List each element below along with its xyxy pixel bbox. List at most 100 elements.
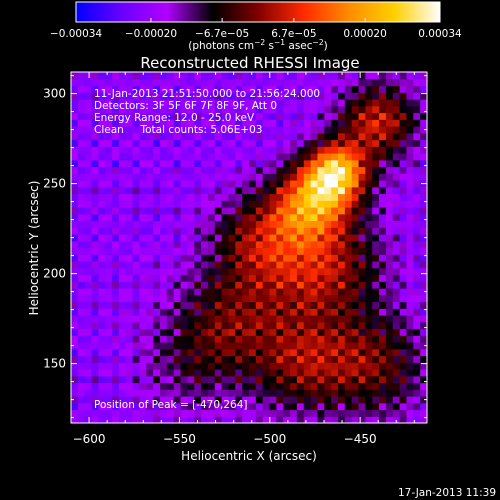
heatmap-cell [296, 92, 305, 100]
heatmap-cell [290, 308, 298, 316]
heatmap-cell [221, 402, 230, 411]
heatmap-cell [132, 281, 141, 289]
heatmap-cell [207, 92, 216, 100]
heatmap-cell [392, 328, 401, 336]
heatmap-cell [84, 342, 93, 350]
heatmap-cell [214, 308, 223, 316]
heatmap-cell [180, 213, 188, 222]
heatmap-cell [139, 315, 147, 323]
heatmap-cell [290, 153, 298, 161]
heatmap-cell [338, 389, 346, 397]
heatmap-cell [276, 180, 284, 188]
heatmap-cell [358, 105, 366, 114]
heatmap-cell [338, 308, 346, 316]
heatmap-cell [420, 213, 427, 222]
heatmap-cell [249, 99, 257, 107]
heatmap-cell [77, 153, 86, 161]
heatmap-cell [139, 166, 147, 174]
heatmap-cell [146, 99, 154, 107]
heatmap-cell [420, 92, 427, 100]
heatmap-cell [91, 382, 99, 390]
heatmap-cell [160, 267, 168, 276]
heatmap-cell [146, 105, 154, 114]
heatmap-cell [303, 389, 312, 397]
heatmap-cell [262, 193, 271, 201]
heatmap-cell [105, 234, 113, 242]
heatmap-cell [71, 159, 79, 168]
heatmap-cell [187, 267, 195, 276]
heatmap-cell [77, 261, 86, 269]
heatmap-cell [91, 328, 99, 336]
heatmap-cell [242, 288, 250, 296]
heatmap-cell [406, 294, 414, 303]
heatmap-cell [331, 227, 339, 235]
heatmap-cell [118, 301, 127, 309]
heatmap-cell [235, 85, 243, 93]
heatmap-cell [194, 207, 202, 215]
heatmap-cell [132, 234, 141, 242]
heatmap-cell [153, 173, 161, 181]
heatmap-cell [385, 180, 394, 188]
heatmap-cell [344, 321, 353, 330]
heatmap-cell [262, 328, 271, 336]
heatmap-cell [365, 213, 373, 222]
heatmap-cell [338, 375, 346, 384]
heatmap-cell [71, 328, 79, 336]
heatmap-cell [153, 247, 161, 255]
heatmap-cell [77, 281, 86, 289]
heatmap-cell [221, 328, 230, 336]
heatmap-cell [235, 132, 243, 141]
heatmap-cell [118, 362, 127, 370]
heatmap-cell [379, 301, 387, 309]
heatmap-cell [372, 342, 380, 350]
heatmap-cell [283, 281, 291, 289]
heatmap-cell [420, 247, 427, 255]
heatmap-cell [84, 139, 93, 147]
heatmap-cell [132, 132, 141, 141]
heatmap-cell [324, 328, 332, 336]
heatmap-cell [358, 72, 366, 80]
heatmap-cell [358, 119, 366, 127]
heatmap-cell [406, 274, 414, 282]
heatmap-cell [139, 267, 147, 276]
heatmap-cell [338, 267, 346, 276]
heatmap-cell [372, 159, 380, 168]
heatmap-cell [91, 78, 99, 87]
heatmap-cell [413, 247, 421, 255]
heatmap-cell [166, 153, 175, 161]
heatmap-cell [379, 105, 387, 114]
heatmap-cell [160, 382, 168, 390]
heatmap-cell [262, 227, 271, 235]
heatmap-cell [303, 139, 312, 147]
heatmap-cell [317, 261, 325, 269]
heatmap-cell [406, 173, 414, 181]
heatmap-cell [365, 193, 373, 201]
heatmap-cell [194, 355, 202, 363]
heatmap-cell [420, 301, 427, 309]
heatmap-cell [379, 281, 387, 289]
heatmap-cell [91, 254, 99, 262]
heatmap-cell [379, 85, 387, 93]
heatmap-cell [249, 119, 257, 127]
heatmap-cell [331, 362, 339, 370]
heatmap-cell [118, 288, 127, 296]
heatmap-cell [153, 99, 161, 107]
heatmap-cell [338, 85, 346, 93]
heatmap-cell [358, 186, 366, 195]
heatmap-cell [317, 72, 325, 80]
heatmap-cell [303, 375, 312, 384]
heatmap-cell [290, 139, 298, 147]
heatmap-cell [132, 348, 141, 357]
heatmap-cell [221, 294, 230, 303]
heatmap-cell [105, 315, 113, 323]
heatmap-cell [310, 186, 319, 195]
heatmap-cell [338, 396, 346, 404]
heatmap-cell [358, 274, 366, 282]
heatmap-cell [84, 308, 93, 316]
heatmap-cell [338, 139, 346, 147]
heatmap-cell [77, 288, 86, 296]
heatmap-cell [77, 382, 86, 390]
heatmap-cell [91, 173, 99, 181]
heatmap-cell [214, 193, 223, 201]
heatmap-cell [180, 362, 188, 370]
